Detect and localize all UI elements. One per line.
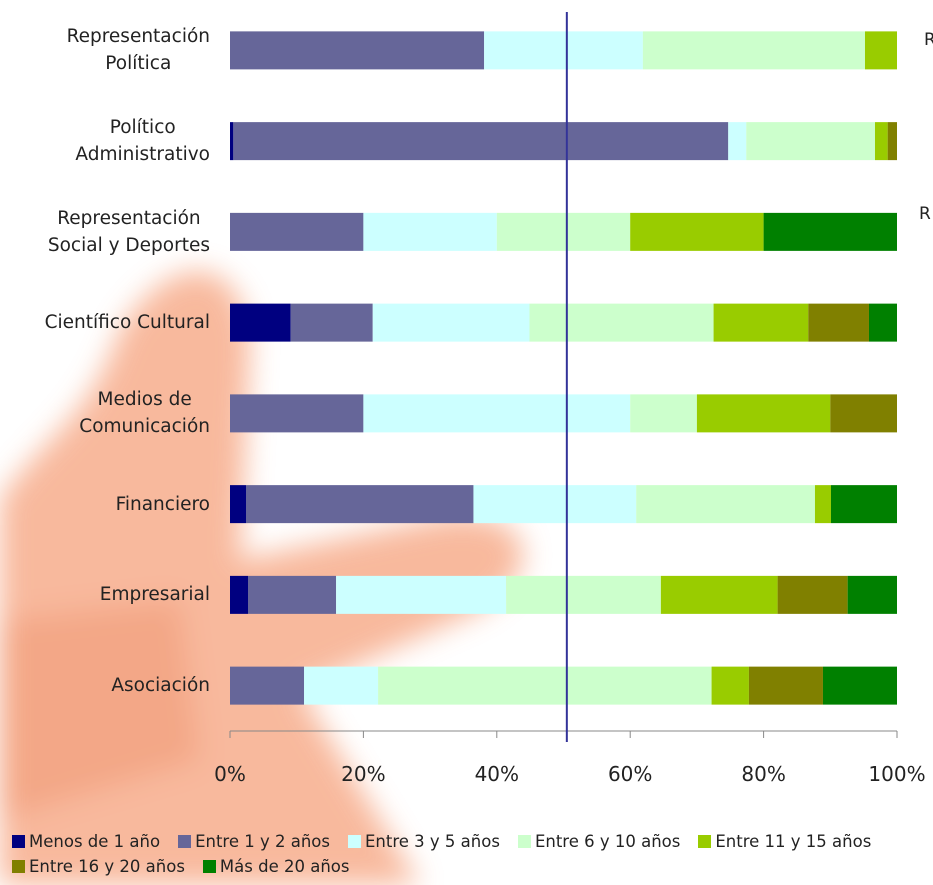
category-label: Financiero [116, 491, 210, 518]
category-text: Financiero [115, 493, 210, 515]
bar-segment [529, 303, 714, 342]
category-text: Político Administrativo [75, 117, 210, 166]
bar-segment [808, 303, 869, 342]
category-text: Medios de Comunicación [79, 389, 210, 438]
bar-segment [847, 575, 897, 614]
bar-segment [230, 394, 364, 433]
category-label: Representación Política [67, 23, 210, 77]
bar-segment [713, 303, 809, 342]
bar-segment [868, 303, 897, 342]
legend-swatch [178, 835, 192, 848]
bar-segment [304, 666, 379, 705]
bar-segment [660, 575, 778, 614]
category-label: Asociación [111, 672, 210, 699]
bar-segment [630, 394, 697, 433]
bar-segment [630, 212, 764, 251]
bar-segment [506, 575, 661, 614]
legend-item: Entre 6 y 10 años [517, 832, 681, 851]
bar-segment [378, 666, 712, 705]
category-text: Representación Social y Deportes [47, 207, 210, 256]
bar-segment [230, 666, 305, 705]
bar-segment [636, 485, 815, 524]
legend-swatch [12, 860, 25, 873]
bar-segment [887, 122, 897, 161]
legend-label: Menos de 1 año [29, 832, 161, 851]
bar-segment [696, 394, 831, 433]
bar-segment [484, 31, 643, 70]
bar-segment [233, 122, 729, 161]
bar-segment [728, 122, 747, 161]
legend-label: Entre 1 y 2 años [195, 832, 330, 851]
bar-segment [372, 303, 530, 342]
bar-segment [864, 31, 897, 70]
legend-item: Entre 11 y 15 años [698, 832, 871, 851]
category-label: Científico Cultural [45, 309, 210, 336]
annotation: R [919, 204, 931, 224]
legend-swatch [517, 835, 531, 848]
legend-label: Entre 11 y 15 años [715, 832, 872, 851]
legend-item: Entre 16 y 20 años [12, 857, 185, 876]
bar-segment [711, 666, 749, 705]
bar-segment [230, 303, 291, 342]
category-text: Empresarial [99, 584, 210, 606]
legend: Menos de 1 año Entre 1 y 2 años Entre 3 y … [12, 832, 912, 876]
category-label: Empresarial [100, 581, 210, 608]
bar-segment [230, 485, 247, 524]
bar-segment [814, 485, 831, 524]
bar-segment [496, 212, 631, 251]
x-tick-label: 20% [341, 762, 386, 786]
bar-segment [830, 394, 897, 433]
bar-segment [763, 212, 897, 251]
bar-segment [230, 212, 364, 251]
legend-item: Entre 3 y 5 años [348, 832, 500, 851]
legend-item: Menos de 1 año [12, 832, 160, 851]
bar-segment [336, 575, 507, 614]
bar-segment [874, 122, 888, 161]
legend-swatch [348, 835, 361, 848]
category-label: Político Administrativo [75, 114, 210, 168]
category-text: Científico Cultural [44, 312, 210, 334]
legend-label: Más de 20 años [219, 857, 350, 876]
bar-segment [830, 485, 897, 524]
legend-label: Entre 16 y 20 años [29, 857, 185, 876]
bar-segment [642, 31, 865, 70]
bar-segment [248, 575, 337, 614]
x-tick-label: 40% [474, 762, 520, 786]
x-tick-label: 80% [741, 762, 786, 786]
legend-label: Entre 3 y 5 años [365, 832, 500, 851]
x-tick-label: 60% [607, 762, 653, 786]
bar-segment [822, 666, 897, 705]
bar-segment [363, 212, 497, 251]
category-label: Medios de Comunicación [79, 386, 210, 440]
legend-swatch [12, 835, 25, 848]
category-text: Representación Política [66, 26, 210, 75]
legend-item: Entre 1 y 2 años [178, 832, 330, 851]
bar-segment [777, 575, 848, 614]
bar-segment [246, 485, 474, 524]
bar-segment [230, 122, 234, 161]
legend-item: Más de 20 años [202, 857, 350, 876]
x-tick-label: 0% [214, 762, 246, 786]
category-label: Representación Social y Deportes [48, 205, 210, 259]
bar-segment [746, 122, 875, 161]
annotation: R [924, 30, 933, 50]
bar-segment [473, 485, 637, 524]
bar-segment [363, 394, 631, 433]
bar-segment [230, 575, 249, 614]
bar-segment [230, 31, 485, 70]
x-tick-label: 100% [868, 762, 926, 786]
legend-swatch [698, 835, 712, 848]
bar-segment [748, 666, 823, 705]
legend-label: Entre 6 y 10 años [534, 832, 681, 851]
legend-swatch [202, 860, 216, 873]
bar-segment [290, 303, 373, 342]
category-text: Asociación [111, 675, 210, 697]
